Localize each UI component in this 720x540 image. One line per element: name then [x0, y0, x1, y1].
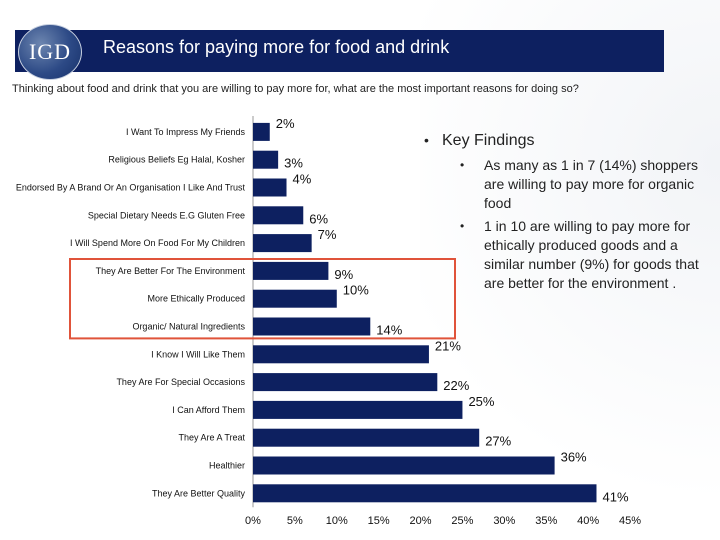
- data-label: 9%: [334, 267, 353, 282]
- bar: [253, 206, 304, 225]
- bar: [253, 150, 279, 169]
- x-tick-label: 20%: [410, 515, 432, 527]
- data-label: 41%: [602, 489, 628, 504]
- data-label: 14%: [376, 323, 402, 338]
- data-label: 2%: [276, 116, 295, 131]
- x-tick-label: 0%: [245, 515, 261, 527]
- category-label: I Can Afford Them: [172, 405, 245, 415]
- category-label: They Are Better Quality: [152, 488, 246, 498]
- bar: [253, 456, 555, 475]
- x-tick-label: 40%: [577, 515, 599, 527]
- bullet-icon: •: [460, 219, 465, 233]
- x-tick-label: 10%: [326, 515, 348, 527]
- category-label: I Know I Will Like Them: [151, 349, 245, 359]
- category-label: Special Dietary Needs E.G Gluten Free: [88, 210, 245, 220]
- x-tick-label: 45%: [619, 515, 641, 527]
- bullet-icon: •: [424, 132, 429, 148]
- data-label: 3%: [284, 156, 303, 171]
- page-title: Reasons for paying more for food and dri…: [103, 37, 450, 57]
- data-label: 25%: [468, 394, 494, 409]
- category-label: More Ethically Produced: [147, 294, 245, 304]
- data-label: 6%: [309, 211, 328, 226]
- bar: [253, 400, 463, 419]
- bar: [253, 234, 312, 253]
- category-label: Organic/ Natural Ingredients: [132, 322, 245, 332]
- key-findings-title: Key Findings: [442, 132, 535, 149]
- bar: [253, 428, 480, 447]
- finding-item: • As many as 1 in 7 (14%) shoppers are w…: [460, 156, 704, 213]
- bar: [253, 261, 329, 280]
- x-tick-label: 25%: [451, 515, 473, 527]
- data-label: 10%: [343, 283, 369, 298]
- category-label: Endorsed By A Brand Or An Organisation I…: [16, 183, 246, 193]
- header-bar: [15, 30, 664, 72]
- category-label: They Are For Special Occasions: [116, 377, 245, 387]
- bar: [253, 484, 597, 503]
- bar: [253, 373, 438, 392]
- key-findings-heading: • Key Findings: [424, 132, 704, 150]
- bar: [253, 317, 371, 336]
- bar: [253, 122, 270, 141]
- igd-logo: IGD: [18, 24, 82, 80]
- finding-text: As many as 1 in 7 (14%) shoppers are wil…: [484, 157, 698, 211]
- key-findings: • Key Findings • As many as 1 in 7 (14%)…: [424, 132, 704, 297]
- bar: [253, 345, 429, 364]
- x-tick-label: 5%: [287, 515, 303, 527]
- data-label: 22%: [443, 378, 469, 393]
- category-label: Healthier: [209, 461, 245, 471]
- background-globe: [420, 0, 720, 540]
- bar: [253, 178, 287, 197]
- findings-list: • As many as 1 in 7 (14%) shoppers are w…: [460, 156, 704, 293]
- highlight-box: [69, 258, 456, 340]
- data-label: 21%: [435, 338, 461, 353]
- category-label: I Want To Impress My Friends: [126, 127, 246, 137]
- data-label: 4%: [293, 172, 312, 187]
- category-label: Religious Beliefs Eg Halal, Kosher: [108, 155, 245, 165]
- logo-text: IGD: [28, 39, 72, 64]
- bar: [253, 289, 337, 308]
- finding-text: 1 in 10 are willing to pay more for ethi…: [484, 218, 699, 291]
- category-label: They Are A Treat: [178, 433, 245, 443]
- finding-item: • 1 in 10 are willing to pay more for et…: [460, 217, 704, 293]
- x-tick-label: 15%: [368, 515, 390, 527]
- data-label: 7%: [318, 227, 337, 242]
- bullet-icon: •: [460, 158, 465, 172]
- chart-subtitle: Thinking about food and drink that you a…: [12, 83, 579, 95]
- x-tick-label: 30%: [493, 515, 515, 527]
- data-label: 36%: [561, 450, 587, 465]
- data-label: 27%: [485, 434, 511, 449]
- x-tick-label: 35%: [535, 515, 557, 527]
- category-label: They Are Better For The Environment: [96, 266, 246, 276]
- category-label: I Will Spend More On Food For My Childre…: [70, 238, 245, 248]
